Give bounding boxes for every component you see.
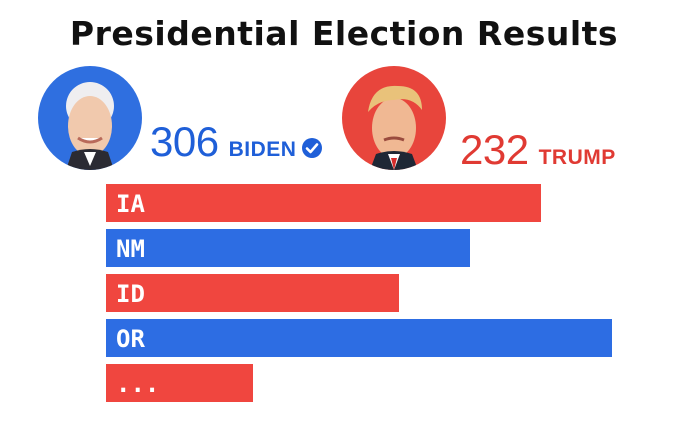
trump-votes: 232 — [460, 126, 529, 173]
bar-4 — [106, 364, 253, 402]
bar-label: ID — [116, 280, 145, 308]
biden-votes: 306 — [150, 118, 219, 165]
bar-label: OR — [116, 325, 145, 353]
bar-label: NM — [116, 235, 145, 263]
trump-tally: 232 TRUMP — [460, 126, 616, 174]
bar-3 — [106, 319, 612, 357]
bar-0 — [106, 184, 541, 222]
biden-name: BIDEN — [228, 138, 297, 161]
bar-1 — [106, 229, 470, 267]
biden-tally: 306 BIDEN — [150, 118, 323, 166]
person-portrait-icon — [368, 85, 422, 170]
bar-label: IA — [116, 190, 145, 218]
biden-avatar — [38, 66, 142, 170]
person-portrait-icon — [66, 82, 114, 170]
page-title: Presidential Election Results — [69, 14, 619, 53]
trump-name: TRUMP — [538, 146, 616, 169]
bar-2 — [106, 274, 399, 312]
trump-avatar — [342, 66, 446, 170]
check-circle-icon — [302, 138, 323, 158]
bar-label: ... — [116, 370, 159, 398]
